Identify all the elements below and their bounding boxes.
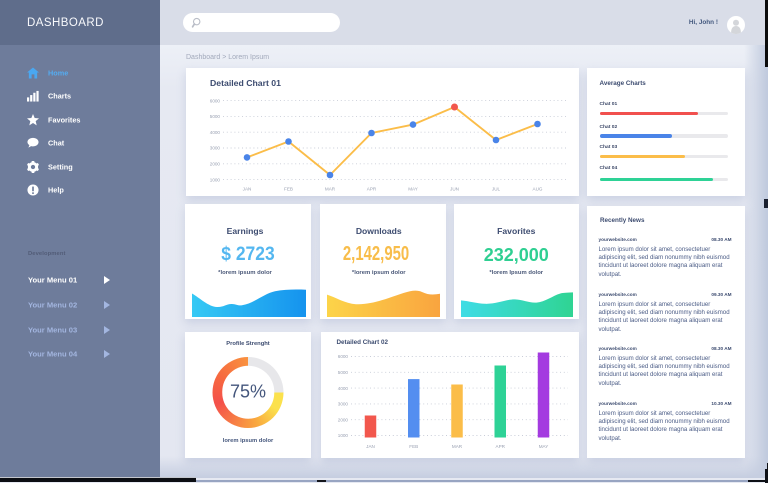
svg-text:MAY: MAY <box>408 187 418 192</box>
svg-text:4000: 4000 <box>210 130 221 135</box>
svg-text:FEB: FEB <box>409 444 418 449</box>
svg-text:MAR: MAR <box>451 444 462 449</box>
svg-text:5000: 5000 <box>337 370 348 375</box>
svg-text:2000: 2000 <box>210 162 221 167</box>
svg-text:5000: 5000 <box>210 114 221 119</box>
svg-text:4000: 4000 <box>337 385 348 390</box>
svg-text:JUN: JUN <box>450 187 459 192</box>
svg-text:3000: 3000 <box>337 401 348 406</box>
svg-text:JAN: JAN <box>243 187 252 192</box>
svg-text:1000: 1000 <box>337 433 348 438</box>
svg-text:6000: 6000 <box>337 354 348 359</box>
svg-text:6000: 6000 <box>210 98 221 103</box>
svg-text:1000: 1000 <box>210 177 221 182</box>
svg-text:JAN: JAN <box>366 444 375 449</box>
svg-text:MAR: MAR <box>325 187 336 192</box>
svg-text:JUL: JUL <box>492 187 501 192</box>
svg-text:MAY: MAY <box>538 444 548 449</box>
svg-text:3000: 3000 <box>210 146 221 151</box>
svg-text:APR: APR <box>367 187 377 192</box>
svg-text:FEB: FEB <box>284 187 293 192</box>
svg-text:APR: APR <box>495 444 505 449</box>
svg-text:2000: 2000 <box>337 417 348 422</box>
svg-text:AUG: AUG <box>533 187 543 192</box>
